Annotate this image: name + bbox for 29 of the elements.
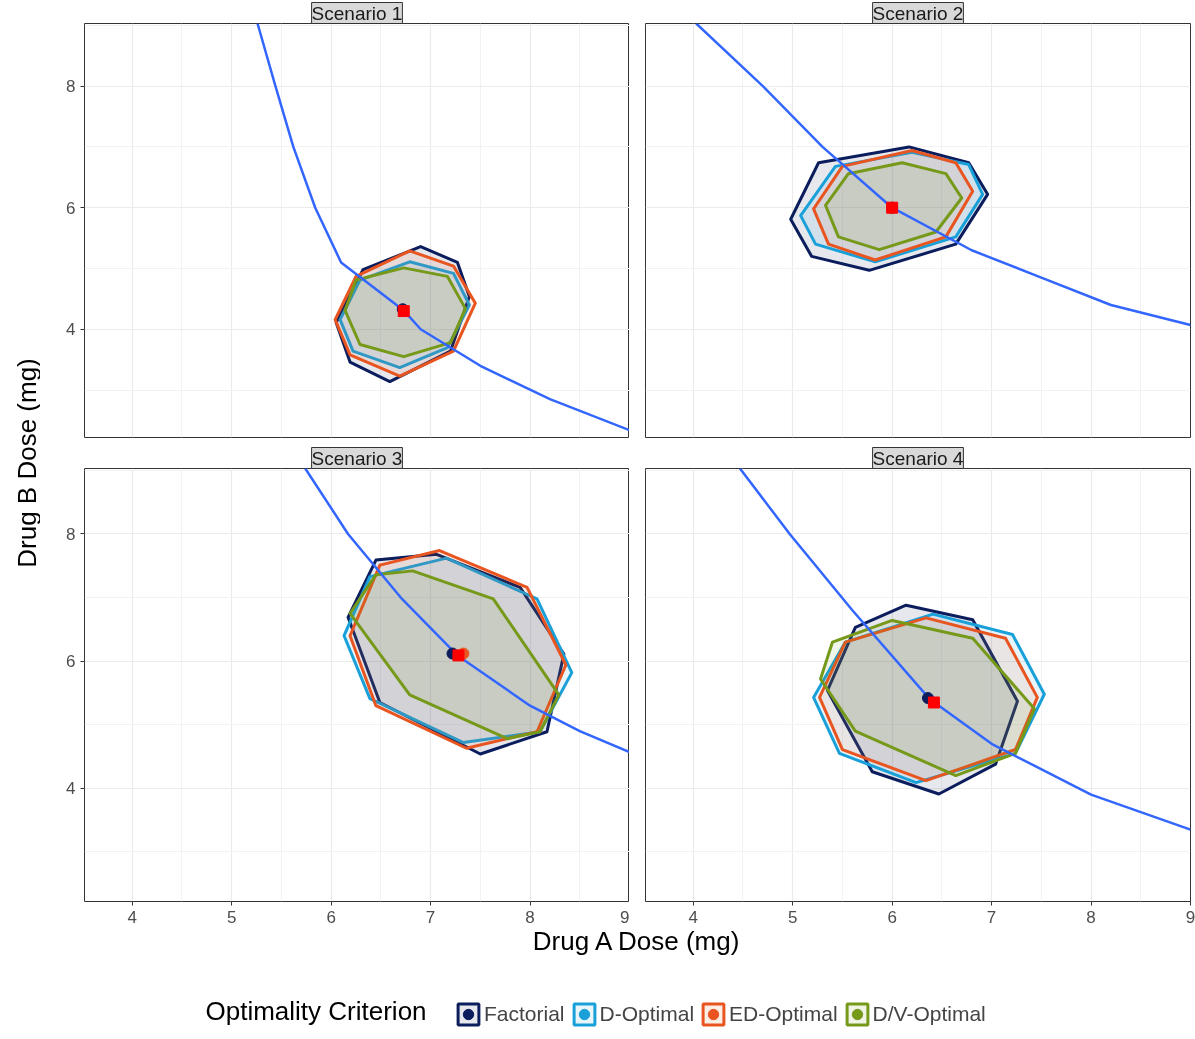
y-tick-label: 6	[66, 198, 76, 218]
y-tick-label: 8	[66, 77, 76, 97]
x-tick-label: 8	[1086, 907, 1096, 927]
x-tick-label: 4	[127, 907, 137, 927]
x-axis-title: Drug A Dose (mg)	[532, 925, 740, 956]
y-tick-label: 4	[66, 779, 76, 799]
x-tick-label: 9	[620, 907, 630, 927]
chart-title: Scenario 4	[872, 447, 964, 469]
legend-label: D-Optimal	[599, 1002, 695, 1026]
x-tick-label: 6	[887, 907, 897, 927]
chart-title: Scenario 3	[311, 447, 403, 469]
x-tick-label: 9	[1185, 907, 1195, 927]
x-tick-label: 4	[688, 907, 698, 927]
y-tick-label: 8	[66, 524, 76, 544]
chart-title: Scenario 1	[311, 2, 403, 24]
chart-title: Scenario 2	[872, 2, 964, 24]
y-axis-title: Drug B Dose (mg)	[11, 358, 42, 568]
y-tick-label: 4	[66, 320, 76, 340]
x-tick-label: 6	[326, 907, 336, 927]
legend-label: Factorial	[484, 1002, 565, 1026]
x-tick-label: 8	[525, 907, 535, 927]
x-tick-label: 5	[226, 907, 237, 927]
y-tick-label: 6	[66, 652, 76, 672]
legend-label: ED-Optimal	[729, 1002, 838, 1026]
x-tick-label: 5	[787, 907, 798, 927]
x-tick-label: 7	[425, 907, 436, 927]
legend-label: D/V-Optimal	[872, 1002, 986, 1026]
legend-title: Optimality Criterion	[205, 995, 427, 1026]
x-tick-label: 7	[986, 907, 997, 927]
